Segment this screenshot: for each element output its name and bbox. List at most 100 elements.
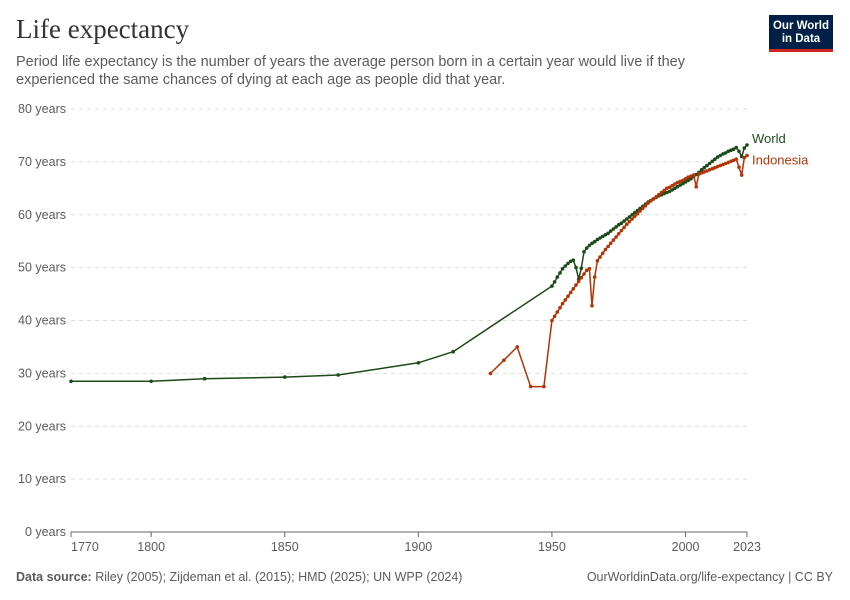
data-point[interactable] [598,236,602,240]
data-point[interactable] [550,318,554,323]
source-url-link[interactable]: OurWorldinData.org/life-expectancy | CC … [586,570,833,584]
data-point[interactable] [416,361,421,365]
data-point[interactable] [718,163,723,168]
data-point[interactable] [571,287,576,291]
data-point[interactable] [737,165,741,169]
data-point[interactable] [625,217,629,221]
data-point[interactable] [555,310,560,314]
data-point[interactable] [670,183,674,188]
data-point[interactable] [571,258,576,263]
data-point[interactable] [590,303,594,308]
data-point[interactable] [710,159,715,164]
series-line-world[interactable] [71,144,748,383]
data-point[interactable] [734,145,739,150]
data-point[interactable] [584,268,589,273]
data-point[interactable] [566,294,570,299]
data-point[interactable] [707,161,712,166]
data-point[interactable] [488,371,493,376]
data-point[interactable] [683,180,688,184]
data-point[interactable] [614,235,618,239]
data-point[interactable] [734,157,739,161]
data-point[interactable] [742,155,747,160]
data-point[interactable] [582,250,586,254]
data-point[interactable] [651,197,656,201]
series-label-indonesia[interactable]: Indonesia [752,153,809,168]
data-point[interactable] [574,265,578,270]
data-point[interactable] [630,217,634,221]
data-point[interactable] [608,229,613,233]
data-point[interactable] [595,259,600,263]
data-point[interactable] [665,186,669,191]
data-point[interactable] [336,373,341,377]
data-point[interactable] [563,298,568,302]
data-point[interactable] [528,384,533,389]
data-point[interactable] [69,379,73,384]
data-point[interactable] [587,243,592,248]
data-point[interactable] [598,255,602,259]
data-point[interactable] [592,275,597,279]
data-point[interactable] [614,225,618,229]
data-point[interactable] [707,168,712,172]
data-point[interactable] [681,181,685,186]
data-point[interactable] [667,185,672,190]
data-point[interactable] [689,174,693,178]
data-point[interactable] [705,169,709,173]
data-point[interactable] [723,161,728,166]
data-point[interactable] [622,225,626,230]
data-point[interactable] [560,266,565,271]
data-point[interactable] [718,153,723,158]
data-point[interactable] [739,173,744,177]
data-point[interactable] [563,264,568,268]
data-point[interactable] [731,147,736,151]
data-point[interactable] [552,314,557,319]
data-point[interactable] [558,271,562,275]
data-point[interactable] [633,210,637,215]
data-point[interactable] [702,165,706,170]
data-point[interactable] [579,266,584,271]
data-point[interactable] [600,234,605,239]
data-point[interactable] [681,178,685,183]
data-point[interactable] [619,221,624,225]
data-point[interactable] [558,306,562,310]
data-point[interactable] [616,223,621,227]
data-point[interactable] [451,349,455,354]
data-point[interactable] [689,177,693,181]
data-point[interactable] [576,279,581,284]
data-point[interactable] [611,227,616,231]
data-point[interactable] [635,211,640,216]
data-point[interactable] [627,215,632,219]
data-point[interactable] [670,188,674,192]
data-point[interactable] [678,183,682,187]
data-point[interactable] [622,219,626,223]
data-point[interactable] [560,301,565,306]
data-point[interactable] [584,246,589,250]
data-point[interactable] [592,239,597,244]
data-point[interactable] [625,222,629,227]
data-point[interactable] [515,345,519,349]
data-point[interactable] [555,275,560,279]
data-point[interactable] [574,283,578,287]
data-point[interactable] [600,251,605,256]
data-point[interactable] [502,358,506,363]
data-point[interactable] [616,232,621,236]
data-point[interactable] [702,170,706,174]
data-point[interactable] [697,172,701,176]
data-point[interactable] [713,165,717,170]
data-point[interactable] [579,275,584,280]
data-point[interactable] [552,280,557,284]
data-point[interactable] [611,238,616,242]
data-point[interactable] [641,206,645,211]
data-point[interactable] [742,146,747,150]
data-point[interactable] [587,266,592,271]
data-point[interactable] [568,290,573,295]
data-point[interactable] [603,247,608,252]
data-point[interactable] [715,155,720,159]
data-point[interactable] [683,177,688,181]
data-point[interactable] [630,213,634,217]
data-point[interactable] [659,190,664,195]
data-point[interactable] [633,214,637,219]
data-point[interactable] [691,173,696,177]
owid-logo[interactable]: Our World in Data [769,15,833,52]
data-point[interactable] [643,204,648,208]
data-point[interactable] [149,379,153,384]
